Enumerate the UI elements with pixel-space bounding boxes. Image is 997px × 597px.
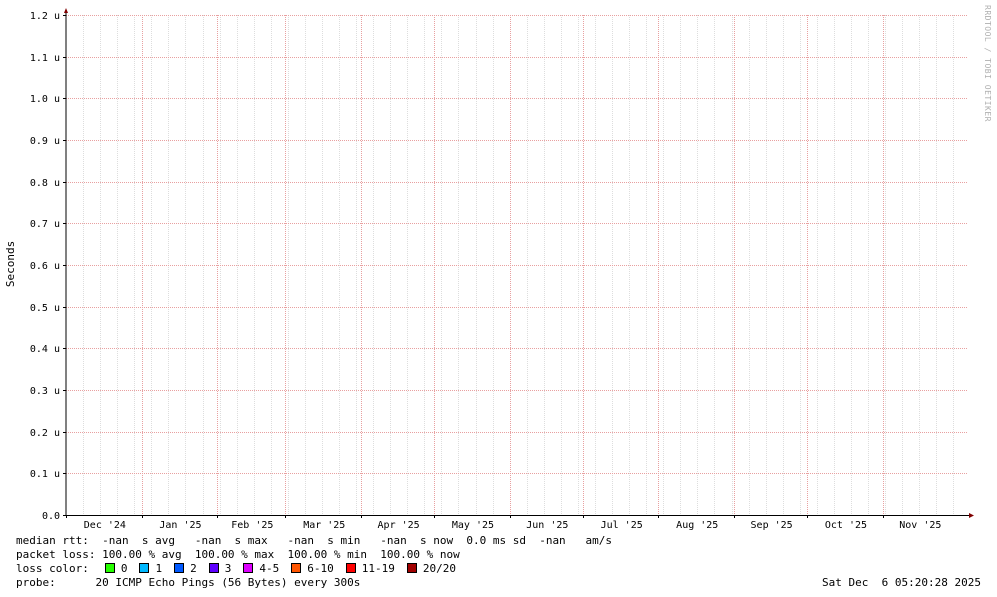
loss-color-item: 11-19 bbox=[345, 562, 395, 575]
x-tick-label: Jan '25 bbox=[159, 520, 201, 530]
x-tick-label: Sep '25 bbox=[751, 520, 793, 530]
y-tick-label: 0.4 u bbox=[30, 344, 60, 355]
packet-loss-row: packet loss: 100.00 % avg 100.00 % max 1… bbox=[16, 548, 986, 562]
loss-color-items: 0 1 2 3 4-5 6-10 11-19 20/20 bbox=[104, 562, 468, 575]
loss-color-label-text: 6-10 bbox=[307, 562, 334, 575]
rtt-chart: 0.0 0.1 u 0.2 u 0.3 u 0.4 u 0.5 u 0.6 u 0.7 u 0.… bbox=[4, 5, 992, 530]
y-axis-label: Seconds bbox=[4, 241, 17, 287]
y-tick-label: 0.1 u bbox=[30, 469, 60, 480]
loss-color-item: 2 bbox=[174, 562, 197, 575]
y-tick-label: 1.1 u bbox=[30, 53, 60, 64]
legend: median rtt: -nan s avg -nan s max -nan s… bbox=[16, 534, 986, 590]
x-tick-label: Dec '24 bbox=[84, 520, 126, 530]
probe-row: probe: 20 ICMP Echo Pings (56 Bytes) eve… bbox=[16, 576, 986, 590]
loss-color-swatch bbox=[174, 563, 185, 573]
watermark: RRDTOOL / TOBI OETIKER bbox=[983, 5, 992, 122]
y-tick-label: 1.0 u bbox=[30, 94, 60, 105]
loss-color-item: 4-5 bbox=[243, 562, 279, 575]
loss-color-label-text: 3 bbox=[224, 562, 232, 575]
loss-color-swatch bbox=[243, 563, 254, 573]
x-tick-label: Feb '25 bbox=[231, 520, 273, 530]
loss-color-swatch bbox=[406, 563, 417, 573]
y-tick-label: 0.0 bbox=[42, 511, 60, 522]
loss-color-swatch bbox=[139, 563, 150, 573]
major-grid bbox=[63, 15, 968, 518]
loss-color-label-text: 4-5 bbox=[259, 562, 280, 575]
probe-value: 20 ICMP Echo Pings (56 Bytes) every 300s bbox=[55, 576, 361, 589]
loss-color-label-text: 11-19 bbox=[361, 562, 395, 575]
y-tick-label: 0.6 u bbox=[30, 261, 60, 272]
y-tick-label: 0.3 u bbox=[30, 386, 60, 397]
loss-color-item: 0 bbox=[104, 562, 128, 575]
loss-color-swatch bbox=[208, 563, 219, 573]
loss-color-row: loss color: 0 1 2 3 4-5 6-10 11-19 20/20 bbox=[16, 562, 986, 576]
y-axis-arrow-icon bbox=[64, 8, 68, 13]
x-tick-label: May '25 bbox=[452, 520, 494, 530]
x-tick-label: Oct '25 bbox=[825, 520, 867, 530]
loss-color-label-text: 20/20 bbox=[422, 562, 456, 575]
x-tick-label: Mar '25 bbox=[303, 520, 345, 530]
axes bbox=[63, 8, 974, 518]
x-tick-label: Nov '25 bbox=[899, 520, 941, 530]
median-rtt-row: median rtt: -nan s avg -nan s max -nan s… bbox=[16, 534, 986, 548]
median-rtt-values: -nan s avg -nan s max -nan s min -nan s … bbox=[88, 534, 613, 547]
loss-color-item: 6-10 bbox=[291, 562, 334, 575]
loss-color-item: 20/20 bbox=[406, 562, 456, 575]
y-tick-label: 0.8 u bbox=[30, 178, 60, 189]
loss-color-label-text: 0 bbox=[120, 562, 128, 575]
probe-label: probe: bbox=[16, 576, 56, 589]
y-tick-label: 0.5 u bbox=[30, 303, 60, 314]
loss-color-label-text: 2 bbox=[190, 562, 197, 575]
loss-color-label-text: 1 bbox=[155, 562, 163, 575]
y-tick-label: 0.7 u bbox=[30, 219, 60, 230]
loss-color-label: loss color: bbox=[16, 562, 89, 575]
y-tick-labels: 0.0 0.1 u 0.2 u 0.3 u 0.4 u 0.5 u 0.6 u 0.7 u 0.… bbox=[30, 11, 60, 522]
loss-color-swatch bbox=[104, 563, 115, 573]
x-tick-label: Aug '25 bbox=[676, 520, 718, 530]
x-tick-label: Apr '25 bbox=[378, 520, 420, 530]
x-axis-arrow-icon bbox=[969, 513, 974, 518]
packet-loss-label: packet loss: bbox=[16, 548, 96, 561]
timestamp: Sat Dec 6 05:20:28 2025 bbox=[822, 576, 981, 589]
x-tick-label: Jul '25 bbox=[601, 520, 643, 530]
loss-color-item: 3 bbox=[208, 562, 232, 575]
loss-color-item: 1 bbox=[139, 562, 162, 575]
packet-loss-values: 100.00 % avg 100.00 % max 100.00 % min 1… bbox=[95, 548, 460, 561]
y-tick-label: 1.2 u bbox=[30, 11, 60, 22]
loss-color-swatch bbox=[345, 563, 356, 573]
x-tick-labels: Dec '24 Jan '25 Feb '25 Mar '25 Apr '25 May '… bbox=[84, 520, 942, 530]
median-rtt-label: median rtt: bbox=[16, 534, 89, 547]
y-tick-label: 0.2 u bbox=[30, 428, 60, 439]
x-tick-label: Jun '25 bbox=[526, 520, 568, 530]
y-tick-label: 0.9 u bbox=[30, 136, 60, 147]
loss-color-swatch bbox=[291, 563, 302, 573]
